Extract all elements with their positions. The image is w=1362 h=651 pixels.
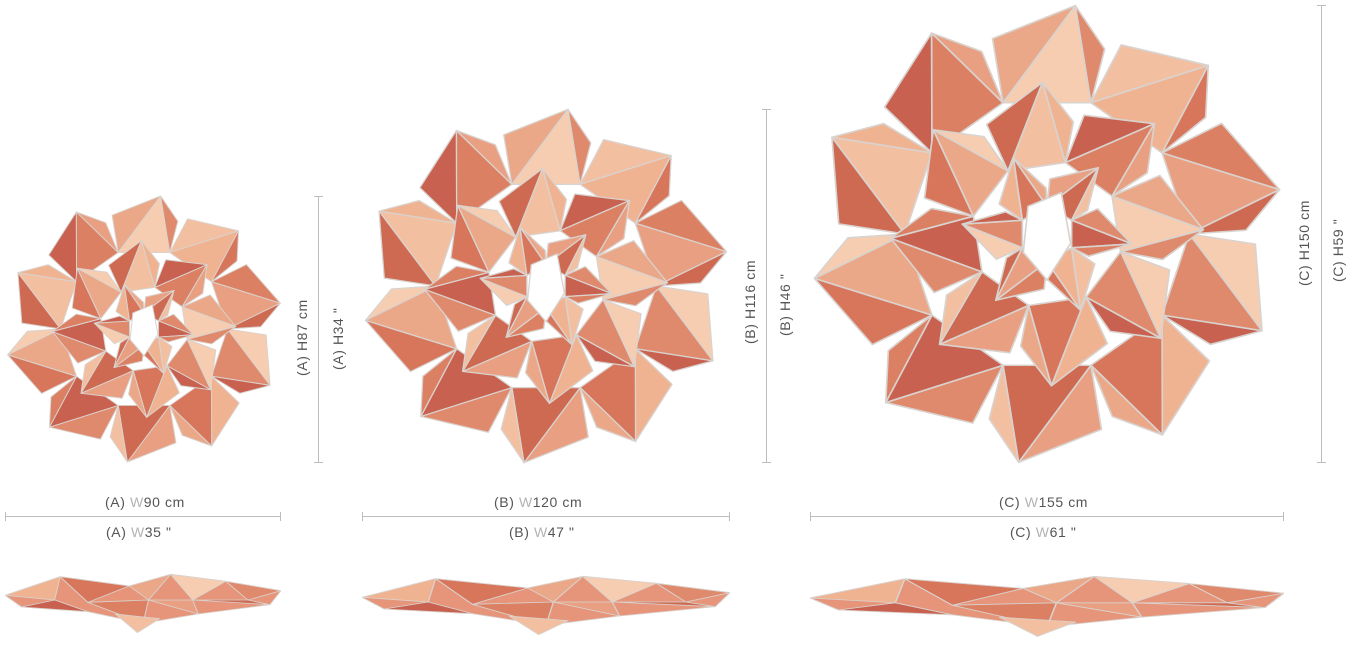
product-c-side-view	[809, 574, 1285, 646]
product-a-side-view	[4, 572, 282, 642]
origami-shade-a	[7, 195, 281, 463]
product-b-side-view	[361, 574, 731, 644]
width-in-label-c: (C) W61 "	[1010, 524, 1077, 540]
width-dimension-line-c	[810, 512, 1284, 521]
width-cm-label-a: (A) W90 cm	[105, 494, 185, 510]
height-dimension-line-b	[762, 109, 771, 463]
height-cm-label-c: (C) H150 cm	[1296, 200, 1312, 286]
origami-side-c	[809, 575, 1285, 637]
height-in-label-c: (C) H59 "	[1330, 218, 1346, 282]
width-dimension-line-b	[362, 512, 730, 521]
origami-side-a	[4, 573, 282, 634]
product-b-top-view	[362, 108, 730, 464]
height-in-label-a: (A) H34 "	[330, 307, 346, 370]
width-in-label-a: (A) W35 "	[106, 524, 172, 540]
width-cm-label-b: (B) W120 cm	[494, 494, 583, 510]
origami-side-b	[361, 575, 731, 636]
height-cm-label-b: (B) H116 cm	[742, 259, 758, 344]
product-c-top-view	[810, 4, 1284, 464]
width-in-label-b: (B) W47 "	[509, 524, 575, 540]
width-dimension-line-a	[5, 512, 281, 521]
height-in-label-b: (B) H46 "	[777, 273, 793, 336]
origami-shade-c	[813, 4, 1281, 464]
product-a-top-view	[5, 195, 283, 463]
height-cm-label-a: (A) H87 cm	[294, 299, 310, 376]
height-dimension-line-a	[314, 196, 323, 463]
origami-shade-b	[364, 108, 728, 464]
width-cm-label-c: (C) W155 cm	[999, 494, 1089, 510]
height-dimension-line-c	[1317, 5, 1326, 463]
